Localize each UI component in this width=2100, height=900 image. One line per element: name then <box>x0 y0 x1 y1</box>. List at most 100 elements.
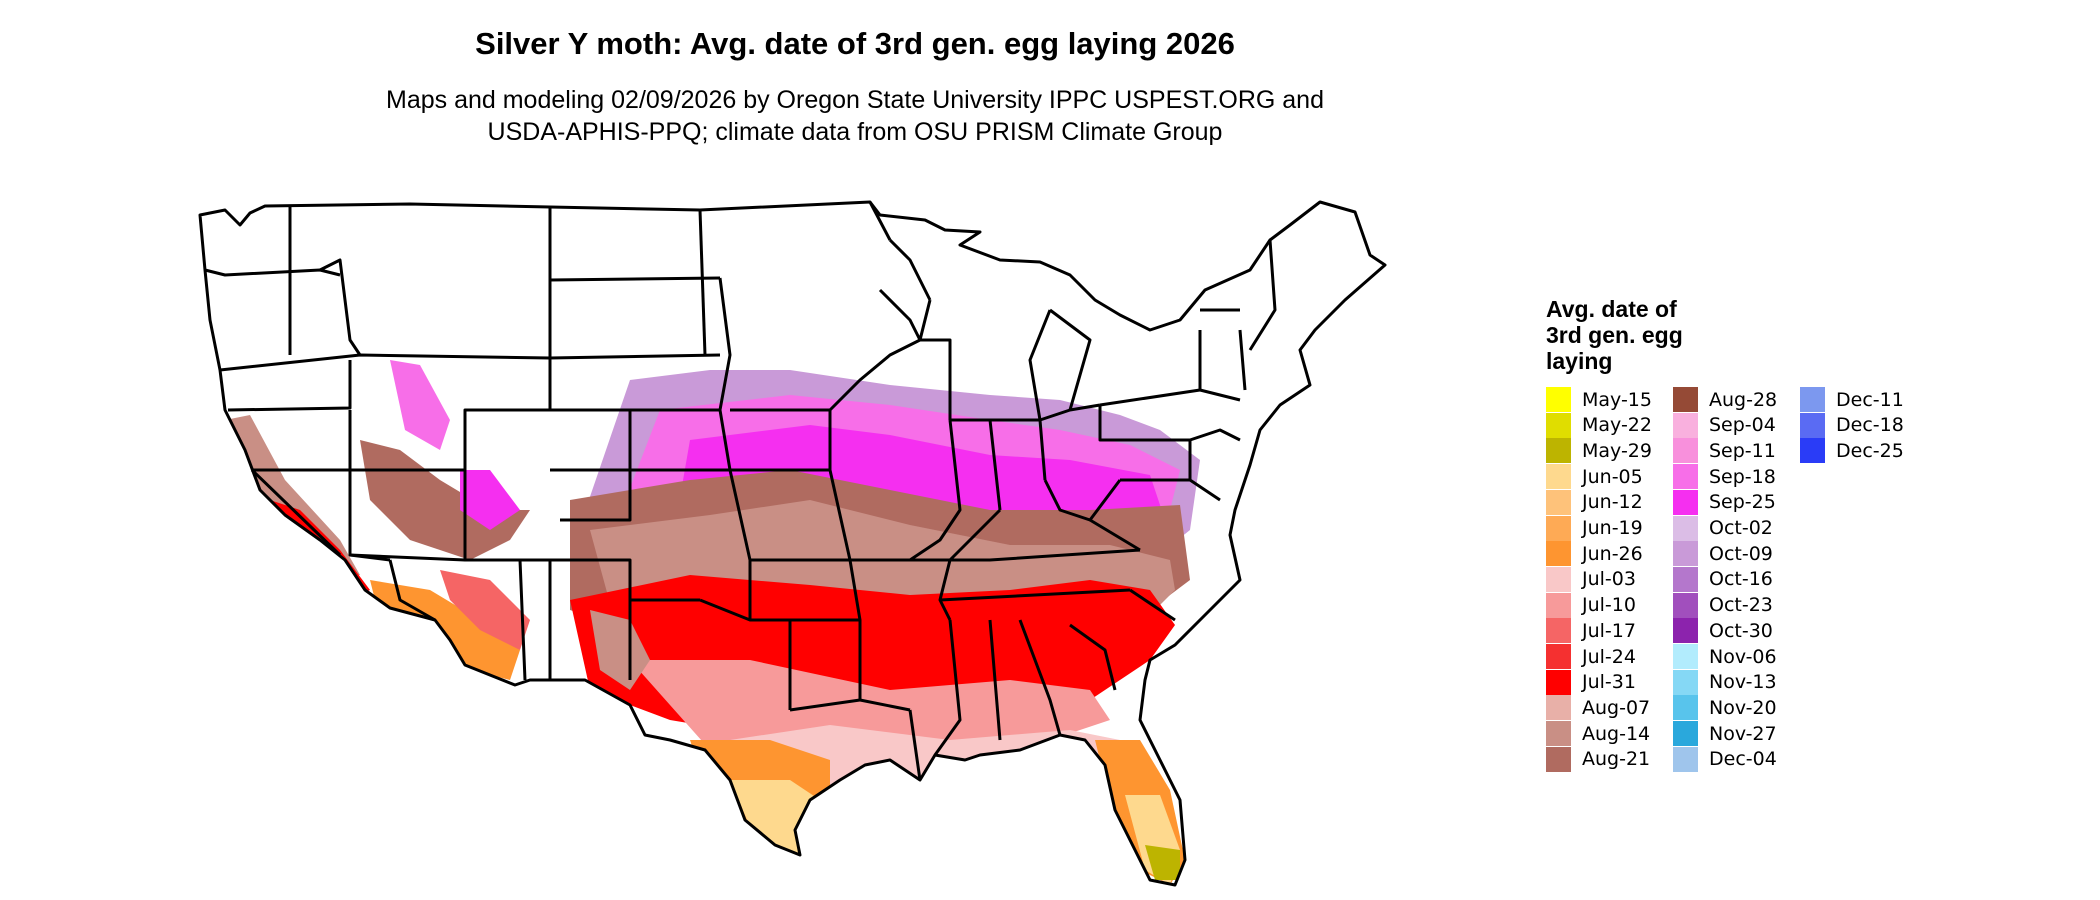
legend-label: Aug-21 <box>1582 748 1651 771</box>
legend-label: Dec-04 <box>1709 748 1777 771</box>
legend-item-nov-20: Nov-20 <box>1673 695 1777 721</box>
legend-label: Dec-18 <box>1836 414 1904 437</box>
legend-label: Jun-05 <box>1582 465 1643 488</box>
legend-label: Nov-13 <box>1709 671 1777 694</box>
legend-item-aug-07: Aug-07 <box>1546 695 1651 721</box>
legend-swatch <box>1546 644 1571 669</box>
legend-label: May-22 <box>1582 414 1652 437</box>
legend-swatch <box>1800 438 1825 464</box>
legend-label: Jun-26 <box>1582 542 1643 565</box>
legend-swatch <box>1546 695 1571 721</box>
legend-swatch <box>1673 489 1698 515</box>
legend-item-oct-09: Oct-09 <box>1673 541 1773 567</box>
legend-swatch <box>1546 515 1571 541</box>
zone-southwest-jul <box>440 570 530 650</box>
legend-label: Oct-30 <box>1709 619 1773 642</box>
legend-swatch <box>1800 412 1825 438</box>
legend-label: Nov-06 <box>1709 645 1777 668</box>
legend-item-jul-10: Jul-10 <box>1546 592 1636 618</box>
legend-item-sep-25: Sep-25 <box>1673 489 1776 515</box>
legend-label: Sep-04 <box>1709 414 1776 437</box>
legend-item-aug-21: Aug-21 <box>1546 746 1651 772</box>
legend-label: Aug-28 <box>1709 388 1778 411</box>
legend-item-jul-03: Jul-03 <box>1546 566 1636 592</box>
legend-label: Jul-31 <box>1582 671 1636 694</box>
legend-swatch <box>1673 644 1698 669</box>
legend-swatch <box>1673 412 1698 438</box>
legend-item-dec-18: Dec-18 <box>1800 412 1904 438</box>
legend-label: May-29 <box>1582 439 1652 462</box>
legend-item-sep-04: Sep-04 <box>1673 412 1776 438</box>
legend-item-jun-05: Jun-05 <box>1546 464 1643 490</box>
legend-swatch <box>1546 541 1571 567</box>
legend-label: Sep-25 <box>1709 491 1776 514</box>
legend-item-aug-28: Aug-28 <box>1673 387 1777 412</box>
zone-nevada-sep <box>390 360 450 450</box>
legend-item-jul-31: Jul-31 <box>1546 669 1636 695</box>
legend-label: Jul-24 <box>1582 645 1636 668</box>
state-boundaries <box>198 200 1387 887</box>
legend-swatch <box>1546 464 1571 490</box>
legend-swatch <box>1800 387 1825 412</box>
legend-item-nov-06: Nov-06 <box>1673 644 1777 669</box>
legend-swatch <box>1673 541 1698 567</box>
legend-item-aug-14: Aug-14 <box>1546 721 1651 747</box>
legend-swatch <box>1546 566 1571 592</box>
legend-item-dec-25: Dec-25 <box>1800 438 1904 464</box>
legend-label: Oct-02 <box>1709 517 1773 539</box>
legend-swatch <box>1673 592 1698 618</box>
legend-label: Sep-11 <box>1709 439 1776 462</box>
zone-southwest-sep <box>460 470 520 530</box>
legend-swatch <box>1546 746 1571 772</box>
legend-label: Nov-20 <box>1709 696 1777 719</box>
subtitle-line-2: USDA-APHIS-PPQ; climate data from OSU PR… <box>487 118 1223 146</box>
us-map <box>198 200 1387 887</box>
legend-label: Jun-12 <box>1582 491 1643 514</box>
legend-swatch <box>1673 464 1698 490</box>
legend-item-may-22: May-22 <box>1546 412 1652 438</box>
legend-swatch <box>1546 669 1571 695</box>
legend-item-sep-18: Sep-18 <box>1673 464 1776 490</box>
legend-swatch <box>1673 695 1698 721</box>
legend-swatch <box>1546 438 1571 464</box>
legend-label: May-15 <box>1582 388 1652 411</box>
legend-item-may-15: May-15 <box>1546 387 1652 412</box>
legend-title: Avg. date of 3rd gen. egg laying <box>1546 296 1746 374</box>
legend-item-oct-30: Oct-30 <box>1673 618 1773 644</box>
legend-item-oct-23: Oct-23 <box>1673 592 1773 618</box>
legend-item-oct-02: Oct-02 <box>1673 515 1773 541</box>
legend-label: Aug-14 <box>1582 722 1651 745</box>
legend-swatch <box>1673 721 1698 747</box>
subtitle-line-1: Maps and modeling 02/09/2026 by Oregon S… <box>386 86 1324 114</box>
legend-swatch <box>1546 412 1571 438</box>
legend-item-nov-13: Nov-13 <box>1673 669 1777 695</box>
legend-label: Sep-18 <box>1709 465 1776 488</box>
legend-swatch <box>1673 515 1698 541</box>
legend-swatch <box>1673 618 1698 644</box>
zone-new-mexico-aug <box>590 610 650 690</box>
legend-item-dec-11: Dec-11 <box>1800 387 1904 412</box>
legend-item-dec-04: Dec-04 <box>1673 746 1777 772</box>
legend-label: Nov-27 <box>1709 722 1777 745</box>
legend-label: Oct-23 <box>1709 594 1773 617</box>
legend-label: Aug-07 <box>1582 696 1651 719</box>
legend-item-jun-12: Jun-12 <box>1546 489 1643 515</box>
zone-may-29 <box>1145 845 1180 880</box>
map-subtitle: Maps and modeling 02/09/2026 by Oregon S… <box>0 84 1710 148</box>
legend-item-sep-11: Sep-11 <box>1673 438 1776 464</box>
legend-item-jul-17: Jul-17 <box>1546 618 1636 644</box>
legend-label: Jul-17 <box>1582 619 1636 642</box>
legend-label: Dec-11 <box>1836 388 1904 411</box>
legend-label: Jul-03 <box>1582 568 1636 591</box>
legend-swatch <box>1546 618 1571 644</box>
legend-label: Oct-16 <box>1709 568 1773 591</box>
legend-swatch <box>1673 387 1698 412</box>
legend-title-line-3: laying <box>1546 348 1613 374</box>
legend-label: Dec-25 <box>1836 439 1904 462</box>
legend-swatch <box>1546 592 1571 618</box>
legend-swatch <box>1546 489 1571 515</box>
legend-item-jun-26: Jun-26 <box>1546 541 1643 567</box>
legend-swatch <box>1546 721 1571 747</box>
legend-swatch <box>1546 387 1571 412</box>
legend-item-jun-19: Jun-19 <box>1546 515 1643 541</box>
